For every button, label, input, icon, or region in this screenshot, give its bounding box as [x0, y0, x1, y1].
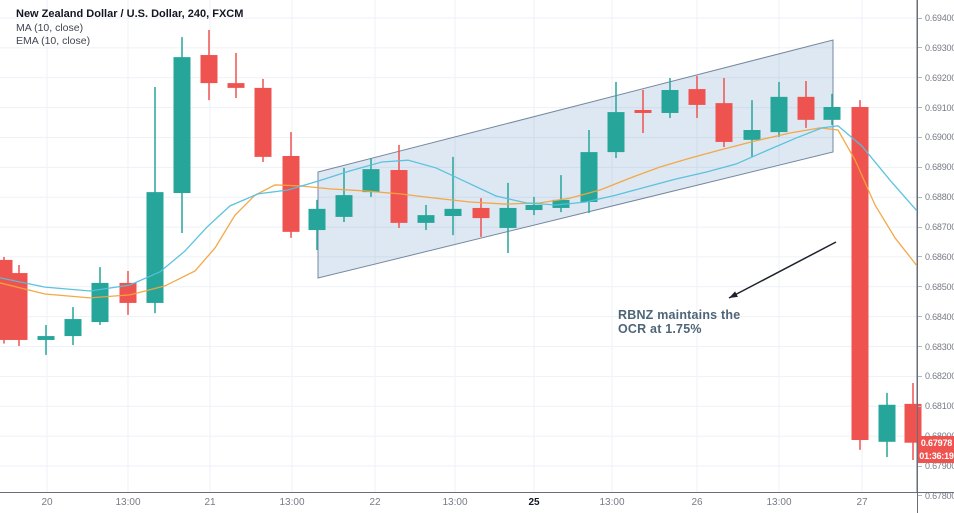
candle-body[interactable]: [688, 89, 706, 105]
candle-body[interactable]: [417, 215, 435, 223]
candlestick-chart-canvas[interactable]: [0, 0, 954, 492]
price-tick-label: 0.68100: [918, 400, 954, 412]
price-tick-label: 0.68700: [918, 221, 954, 233]
candle-body[interactable]: [499, 207, 517, 228]
price-tick-label: 0.68800: [918, 191, 954, 203]
price-tick-label: 0.69000: [918, 131, 954, 143]
trend-channel-drawing[interactable]: [317, 39, 834, 279]
candle-body[interactable]: [525, 204, 543, 211]
price-tick-label: 0.69100: [918, 102, 954, 114]
time-tick-label: 25: [528, 497, 540, 508]
candle-body[interactable]: [119, 282, 137, 303]
bar-countdown-tag: 01:36:19: [918, 450, 954, 464]
candle-body[interactable]: [282, 155, 300, 232]
candle-body[interactable]: [472, 207, 490, 219]
chart-legend: New Zealand Dollar / U.S. Dollar, 240, F…: [16, 8, 243, 47]
arrow-line[interactable]: [728, 241, 837, 299]
time-tick-label: 13:00: [115, 497, 141, 508]
candle-body[interactable]: [770, 96, 788, 133]
candle-body[interactable]: [797, 96, 815, 120]
ema-indicator-label[interactable]: EMA (10, close): [16, 35, 91, 47]
candle-body[interactable]: [227, 83, 245, 88]
price-tick-label: 0.69300: [918, 42, 954, 54]
candle-body[interactable]: [851, 107, 869, 441]
candle-body[interactable]: [878, 404, 896, 442]
candle-body[interactable]: [91, 282, 109, 323]
ma-line[interactable]: [0, 127, 918, 299]
candle-body[interactable]: [362, 169, 380, 193]
candle-body[interactable]: [580, 152, 598, 202]
price-tick-label: 0.67800: [918, 490, 954, 502]
price-tick-label: 0.68500: [918, 281, 954, 293]
time-tick-label: 26: [691, 497, 703, 508]
candle-body[interactable]: [634, 109, 652, 113]
candle-body[interactable]: [200, 55, 218, 84]
arrow-head: [729, 291, 738, 298]
symbol-title[interactable]: New Zealand Dollar / U.S. Dollar, 240, F…: [16, 8, 244, 20]
time-tick-label: 20: [41, 497, 53, 508]
candle-body[interactable]: [10, 273, 28, 340]
last-price-tag: 0.67978: [918, 435, 954, 450]
annotation-line2: OCR at 1.75%: [618, 322, 702, 336]
price-tick-label: 0.69400: [918, 12, 954, 24]
ma-indicator-label[interactable]: MA (10, close): [16, 22, 84, 34]
price-tick-label: 0.68400: [918, 311, 954, 323]
price-tick-label: 0.68200: [918, 370, 954, 382]
candle-body[interactable]: [823, 107, 841, 120]
time-tick-label: 22: [369, 497, 381, 508]
candle-body[interactable]: [64, 319, 82, 337]
candle-body[interactable]: [607, 112, 625, 153]
price-tick-label: 0.68900: [918, 161, 954, 173]
candle-body[interactable]: [335, 195, 353, 217]
ema-line[interactable]: [0, 125, 918, 292]
annotation-text[interactable]: RBNZ maintains the OCR at 1.75%: [618, 308, 740, 336]
time-tick-label: 13:00: [279, 497, 305, 508]
price-axis[interactable]: 0.67978 01:36:19 0.69400 0.69300 0.69200 0.…: [917, 0, 954, 513]
candle-body[interactable]: [308, 208, 326, 231]
candle-body[interactable]: [390, 170, 408, 223]
price-tick-label: 0.69200: [918, 72, 954, 84]
time-tick-label: 13:00: [766, 497, 792, 508]
candle-body[interactable]: [254, 87, 272, 157]
candle-body[interactable]: [715, 103, 733, 142]
candle-body[interactable]: [743, 130, 761, 140]
time-tick-label: 13:00: [442, 497, 468, 508]
annotation-line1: RBNZ maintains the: [618, 308, 741, 322]
time-axis[interactable]: 20 13:00 21 13:00 22 13:00 25 13:00 26 13:00 27: [0, 492, 954, 513]
time-tick-label: 21: [204, 497, 216, 508]
time-tick-label: 27: [856, 497, 868, 508]
price-tick-label: 0.68600: [918, 251, 954, 263]
candle-body[interactable]: [173, 57, 191, 194]
time-tick-label: 13:00: [599, 497, 625, 508]
candle-body[interactable]: [444, 208, 462, 217]
price-tick-label: 0.67900: [918, 460, 954, 472]
candle-body[interactable]: [661, 89, 679, 113]
price-tick-label: 0.68300: [918, 341, 954, 353]
candle-body[interactable]: [37, 336, 55, 340]
